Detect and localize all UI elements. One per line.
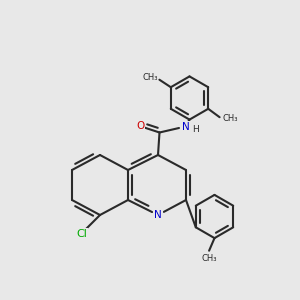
Text: CH₃: CH₃	[201, 254, 217, 263]
Text: O: O	[136, 121, 145, 130]
Text: CH₃: CH₃	[142, 73, 158, 82]
Text: CH₃: CH₃	[222, 114, 238, 123]
Text: H: H	[192, 125, 199, 134]
Text: N: N	[154, 210, 162, 220]
Text: Cl: Cl	[76, 229, 87, 239]
Text: N: N	[182, 122, 190, 131]
